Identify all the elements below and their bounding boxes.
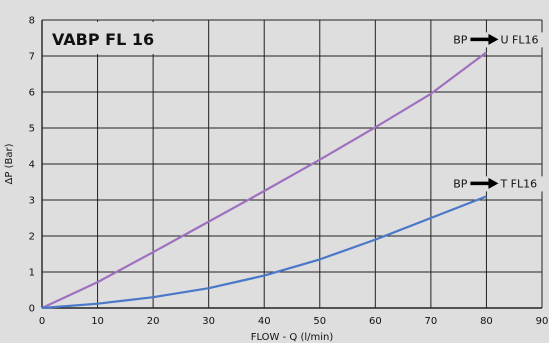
y-tick-label: 1 bbox=[29, 268, 35, 279]
y-tick-label: 7 bbox=[29, 52, 35, 63]
x-tick-label: 10 bbox=[91, 316, 104, 327]
y-tick-label: 2 bbox=[29, 232, 35, 243]
series-labels: BP U FL16 BP T FL16 bbox=[447, 32, 545, 192]
series-label-prefix: BP bbox=[453, 177, 468, 190]
y-tick-label: 5 bbox=[29, 124, 35, 135]
series-line-2 bbox=[41, 195, 487, 310]
x-axis-label: FLOW - Q (l/min) bbox=[251, 332, 334, 343]
x-tick-label: 80 bbox=[480, 316, 493, 327]
series-line-1 bbox=[41, 51, 488, 309]
x-tick-label: 70 bbox=[425, 316, 438, 327]
title-box bbox=[44, 22, 158, 54]
chart-title: VABP FL 16 bbox=[52, 30, 154, 49]
series-label-arrow-icon bbox=[488, 177, 499, 189]
grid bbox=[41, 19, 543, 309]
x-tick-label: 90 bbox=[536, 316, 549, 327]
y-axis-label: ΔP (Bar) bbox=[4, 143, 15, 184]
x-tick-label: 30 bbox=[202, 316, 215, 327]
x-tick-label: 20 bbox=[147, 316, 160, 327]
series-label-prefix: BP bbox=[453, 33, 468, 46]
y-tick-label: 4 bbox=[29, 160, 35, 171]
series-lines bbox=[41, 51, 488, 310]
x-tick-label: 0 bbox=[39, 316, 45, 327]
y-axis-ticks: 0 1 2 3 4 5 6 7 8 bbox=[29, 16, 35, 315]
series-label-name: U FL16 bbox=[500, 33, 538, 46]
x-axis-ticks: 0 10 20 30 40 50 60 70 80 90 bbox=[39, 316, 549, 327]
series-label-name: T FL16 bbox=[499, 177, 537, 190]
y-tick-label: 0 bbox=[29, 304, 35, 315]
series-label-arrow-icon bbox=[488, 33, 499, 45]
x-tick-label: 40 bbox=[258, 316, 271, 327]
x-tick-label: 60 bbox=[369, 316, 382, 327]
y-tick-label: 3 bbox=[29, 196, 35, 207]
y-tick-label: 8 bbox=[29, 16, 35, 27]
x-tick-label: 50 bbox=[313, 316, 326, 327]
y-tick-label: 6 bbox=[29, 88, 35, 99]
